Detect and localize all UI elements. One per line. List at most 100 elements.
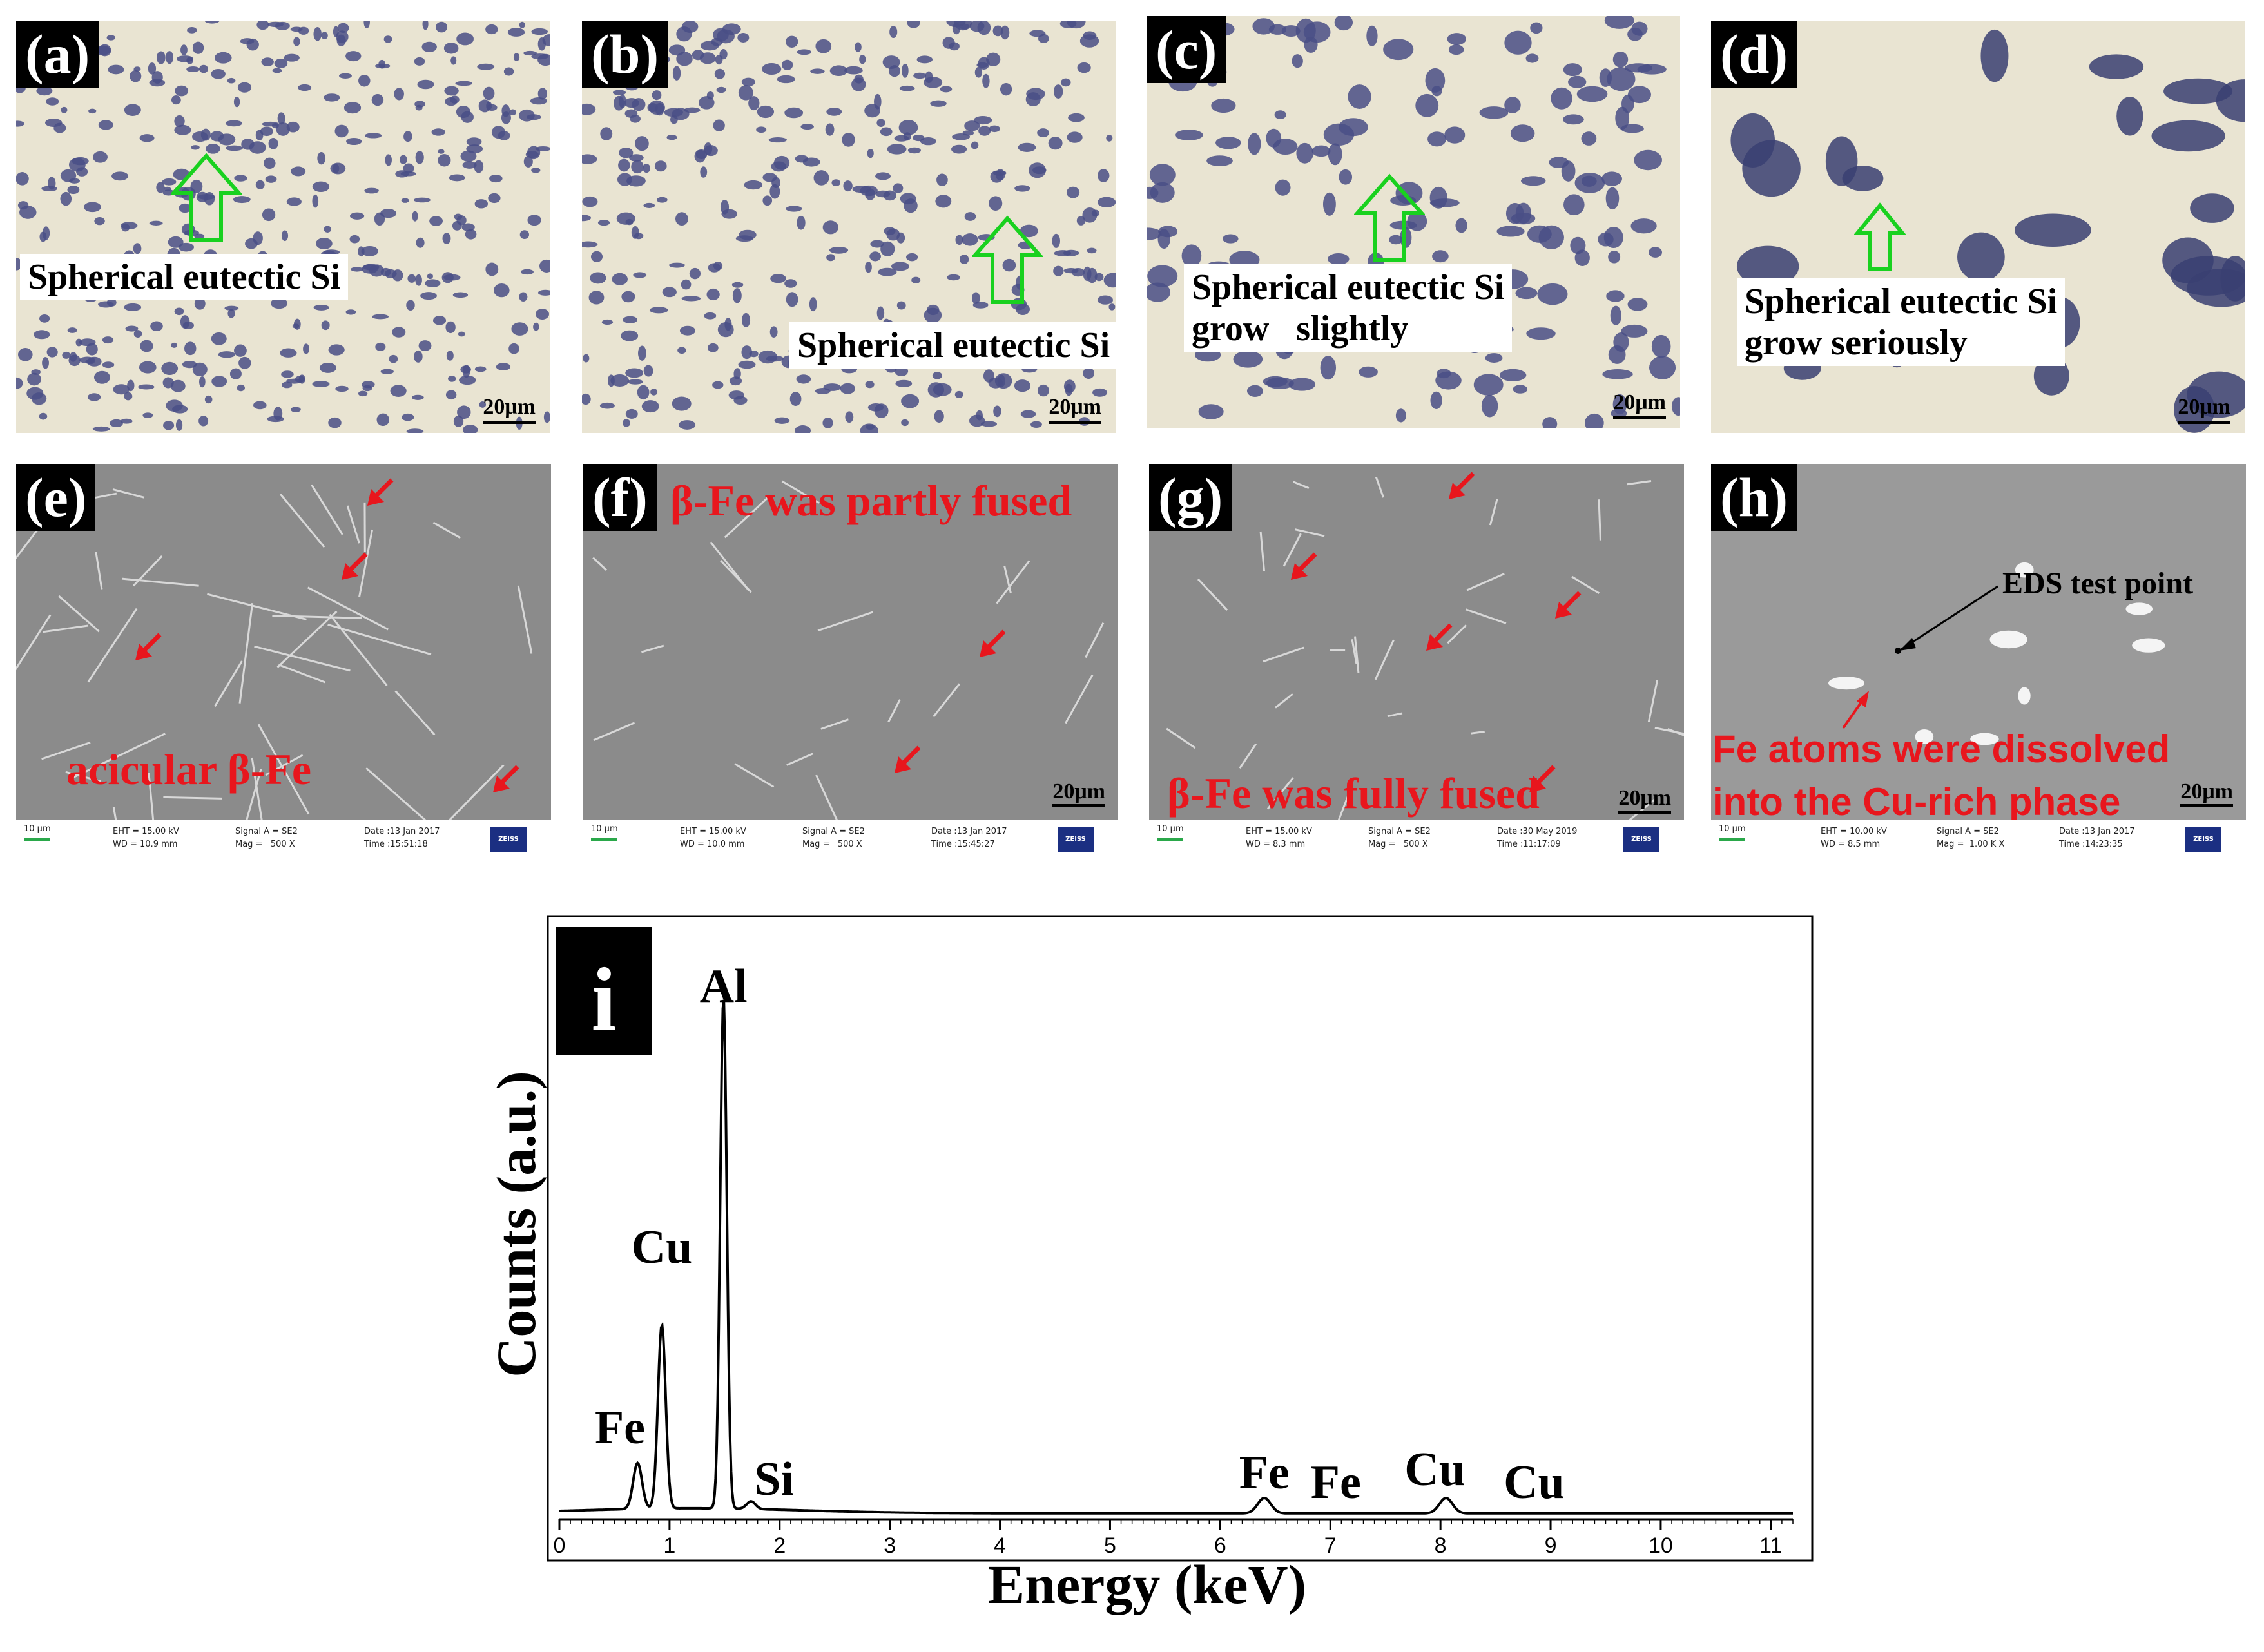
si-particle <box>474 366 487 372</box>
beta-fe-needle <box>1351 639 1358 664</box>
si-particle <box>394 88 404 101</box>
si-particle <box>737 33 750 43</box>
si-particle <box>896 232 905 244</box>
si-particle <box>795 425 811 433</box>
si-particle <box>1520 176 1546 186</box>
spectrum-line <box>559 1001 1793 1515</box>
si-particle <box>992 25 1003 37</box>
beta-fe-needle <box>517 585 533 654</box>
si-particle <box>1537 283 1568 305</box>
si-particle <box>619 147 634 158</box>
si-particle <box>375 342 386 351</box>
eds-point-label: EDS test point <box>2002 566 2194 600</box>
sem-info-bar: 10 μm EHT = 15.00 kV WD = 10.0 mm Signal… <box>583 820 1118 860</box>
si-particle <box>1444 126 1466 144</box>
si-particle <box>949 42 960 51</box>
si-particle <box>1092 388 1108 397</box>
si-particle <box>507 28 525 37</box>
si-particle <box>346 137 362 145</box>
si-particle <box>113 384 130 395</box>
beta-fe-needle <box>1293 481 1310 489</box>
si-particle <box>483 86 495 101</box>
red-arrow-icon <box>1449 472 1475 499</box>
si-particle <box>643 365 653 377</box>
beta-fe-needle <box>1330 649 1346 651</box>
si-particle <box>906 253 918 262</box>
si-particle <box>590 272 606 284</box>
si-particle <box>282 381 293 389</box>
si-particle <box>813 170 829 186</box>
panel-label: (a) <box>16 21 99 88</box>
si-particle <box>262 121 279 127</box>
si-particle <box>192 362 208 377</box>
si-particle <box>453 415 464 427</box>
si-particle <box>1328 143 1342 166</box>
si-particle <box>261 57 274 67</box>
si-particle <box>865 261 872 273</box>
si-particle <box>815 39 832 53</box>
si-particle <box>533 322 539 331</box>
si-particle <box>989 196 1003 211</box>
peak-label-si: Si <box>754 1453 794 1506</box>
si-particle <box>974 66 983 78</box>
beta-fe-needle <box>43 624 88 633</box>
beta-fe-needle <box>251 757 264 822</box>
beta-fe-needle <box>1375 476 1384 498</box>
beta-fe-needle <box>254 645 351 672</box>
red-arrow-icons <box>1291 472 1582 792</box>
footer-signal: Signal A = SE2 Mag = 500 X <box>235 827 298 849</box>
si-particle <box>124 303 142 311</box>
si-particle <box>643 202 655 208</box>
red-arrow-icon <box>1529 765 1556 792</box>
si-particle <box>1149 164 1176 186</box>
beta-fe-needle <box>394 690 436 736</box>
beta-fe-needle <box>1667 728 1684 736</box>
beta-fe-needle <box>1065 674 1094 724</box>
beta-fe-needle <box>1374 639 1395 680</box>
si-particle <box>677 347 686 354</box>
si-particle <box>825 123 835 136</box>
si-particle <box>16 172 29 186</box>
si-particle <box>98 120 113 130</box>
si-particle <box>613 90 626 95</box>
red-arrow-icon <box>1291 552 1317 580</box>
si-particle <box>1957 232 2005 282</box>
si-particle <box>62 351 71 359</box>
si-particle <box>769 326 778 338</box>
si-particle <box>681 279 692 290</box>
si-particle <box>844 66 863 75</box>
si-particle <box>1530 22 1543 34</box>
si-particle <box>706 288 720 301</box>
si-particle <box>238 356 251 369</box>
si-particle <box>46 97 59 106</box>
si-particle <box>161 361 179 376</box>
si-particle <box>930 100 947 107</box>
peak-label-cu: Cu <box>1404 1443 1466 1496</box>
si-particle <box>458 331 465 337</box>
si-particle <box>1000 82 1012 96</box>
si-particle <box>474 160 484 173</box>
si-particle <box>415 150 424 164</box>
si-particle <box>120 418 133 424</box>
si-particle <box>621 330 639 341</box>
annotation-label: β-Fe was fully fused <box>1167 769 1540 818</box>
si-particle <box>321 320 330 331</box>
si-particle <box>233 96 240 108</box>
si-particle <box>477 63 495 70</box>
si-particle <box>162 178 177 186</box>
beta-fe-needle <box>1085 622 1105 658</box>
si-particle <box>855 42 862 52</box>
si-particle <box>721 209 737 219</box>
si-particle <box>936 173 948 187</box>
si-particle <box>1605 187 1620 210</box>
si-particle <box>211 68 226 79</box>
si-particle <box>237 82 252 93</box>
si-particle <box>741 345 752 360</box>
si-particle <box>83 202 101 213</box>
si-particle <box>2151 120 2225 152</box>
si-particle <box>713 261 723 271</box>
si-particle <box>445 321 456 334</box>
si-particle <box>1511 213 1536 225</box>
si-particle <box>641 400 659 413</box>
si-particle <box>399 155 407 165</box>
